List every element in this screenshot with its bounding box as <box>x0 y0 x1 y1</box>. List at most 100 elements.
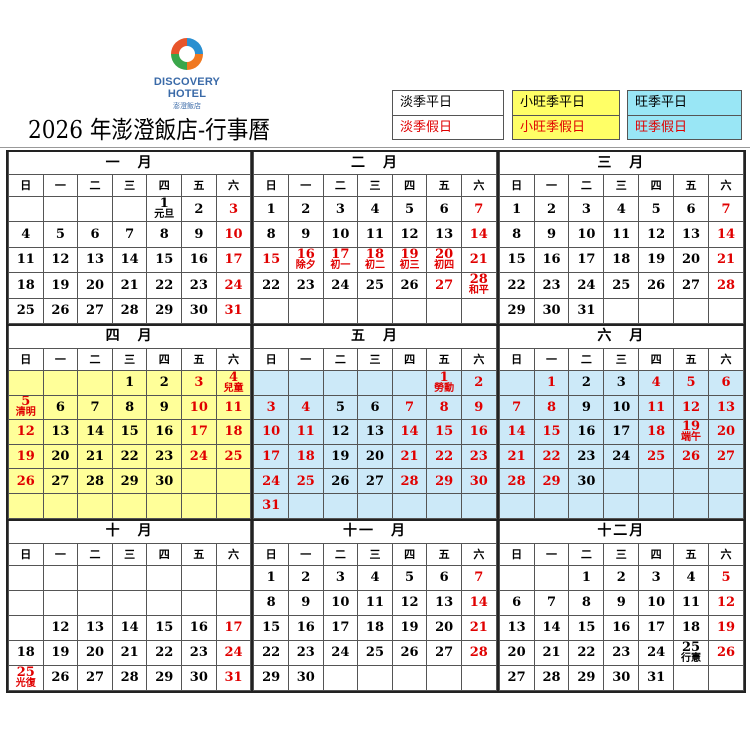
month-title: 十一 月 <box>253 520 497 544</box>
day-cell: 15 <box>253 614 289 641</box>
day-number: 27 <box>85 670 105 686</box>
calendar-grid: 一 月日一二三四五六 1 元旦 2 3 4 5 6 7 8 9 10 11 12 13 14 15 16 17 18 1… <box>6 150 746 693</box>
day-number: 28 <box>542 670 561 686</box>
empty-cell <box>357 369 393 396</box>
day-cell: 28 <box>111 664 148 691</box>
day-cell: 25 <box>638 443 675 470</box>
legend-weekday: 淡季平日 <box>393 91 503 116</box>
day-cell: 9 <box>460 394 497 421</box>
day-cell: 12 <box>673 394 709 421</box>
day-cell: 22 <box>146 272 183 299</box>
weekday-header: 二 <box>568 174 605 197</box>
weekday-header: 四 <box>391 174 428 197</box>
day-number: 8 <box>266 595 276 611</box>
day-number: 27 <box>435 277 454 293</box>
day-cell: 19 <box>322 443 359 470</box>
holiday-note: 和平 <box>468 285 489 297</box>
weekday-header: 日 <box>8 174 44 197</box>
day-number: 2 <box>301 201 311 217</box>
empty-cell <box>357 492 393 519</box>
day-number: 15 <box>262 620 281 636</box>
day-cell: 3 <box>638 564 675 591</box>
day-number: 26 <box>51 670 70 686</box>
day-number: 25 <box>682 640 701 655</box>
day-cell: 22 <box>568 639 605 666</box>
week-row: 5 清明 6 7 8 9 10 11 <box>8 394 252 421</box>
week-row: 11 12 13 14 15 16 17 <box>8 246 252 274</box>
day-number: 1 <box>266 570 276 586</box>
day-number: 27 <box>716 449 736 465</box>
empty-cell <box>77 195 113 223</box>
day-number: 10 <box>647 595 666 611</box>
day-number: 18 <box>682 620 701 636</box>
day-number: 4 <box>301 399 311 415</box>
day-number: 6 <box>55 399 65 415</box>
day-cell: 16 <box>146 419 183 445</box>
weekday-header: 五 <box>181 174 217 197</box>
day-number: 23 <box>189 645 208 661</box>
day-number: 13 <box>365 424 384 440</box>
holiday-note: 清明 <box>15 407 36 419</box>
day-number: 13 <box>716 399 736 415</box>
day-cell: 9 <box>603 589 640 616</box>
weekday-header: 五 <box>673 347 709 371</box>
day-number: 13 <box>682 227 701 243</box>
day-number: 8 <box>581 595 591 611</box>
day-cell: 30 <box>603 664 640 691</box>
day-number: 10 <box>612 399 631 415</box>
day-cell: 2 <box>460 369 497 396</box>
day-number: 21 <box>120 645 139 661</box>
day-number: 12 <box>51 252 70 268</box>
day-number: 8 <box>512 227 522 243</box>
day-cell: 31 <box>638 664 675 691</box>
holiday-note: 初二 <box>364 259 385 271</box>
day-cell: 4 <box>287 394 324 421</box>
day-number: 20 <box>435 620 454 636</box>
empty-cell <box>708 468 744 494</box>
day-number: 6 <box>439 201 449 217</box>
day-number: 9 <box>301 227 311 243</box>
day-cell: 5 <box>42 221 79 248</box>
day-cell: 23 <box>146 443 183 470</box>
empty-cell <box>215 589 252 616</box>
day-number: 28 <box>716 277 736 293</box>
day-number: 4 <box>370 201 380 217</box>
day-cell: 30 <box>568 468 605 494</box>
day-cell: 28 和平 <box>460 272 497 299</box>
empty-cell <box>357 297 393 324</box>
empty-cell <box>391 664 428 691</box>
day-number: 24 <box>331 645 350 661</box>
day-cell: 24 <box>603 443 640 470</box>
empty-cell <box>498 564 535 591</box>
day-cell: 16 <box>460 419 497 445</box>
day-cell: 9 <box>181 221 217 248</box>
day-cell: 1 <box>533 369 570 396</box>
day-number: 19 <box>51 277 70 293</box>
day-number: 23 <box>155 449 174 465</box>
weekday-header: 一 <box>42 347 79 371</box>
day-number: 26 <box>400 277 419 293</box>
week-row: 18 19 20 21 22 23 24 <box>8 639 252 666</box>
day-cell: 18 <box>8 639 44 666</box>
day-number: 2 <box>546 201 557 217</box>
empty-cell <box>146 589 183 616</box>
day-number: 20 <box>365 449 384 465</box>
weekday-header: 三 <box>357 542 393 566</box>
weekday-header: 一 <box>42 174 79 197</box>
day-number: 17 <box>262 449 281 465</box>
day-number: 12 <box>51 620 70 636</box>
day-cell: 8 <box>146 221 183 248</box>
empty-cell <box>603 297 640 324</box>
holiday-note: 行憲 <box>681 652 702 664</box>
day-number: 22 <box>577 645 596 661</box>
day-cell: 6 <box>426 195 462 223</box>
day-number: 27 <box>435 645 454 661</box>
day-number: 24 <box>224 277 243 293</box>
day-number: 11 <box>612 227 631 243</box>
day-cell: 30 <box>181 297 217 324</box>
empty-cell <box>568 492 605 519</box>
day-cell: 17 <box>603 419 640 445</box>
day-number: 16 <box>612 620 631 636</box>
day-cell: 20 <box>77 639 113 666</box>
day-number: 14 <box>542 620 561 636</box>
